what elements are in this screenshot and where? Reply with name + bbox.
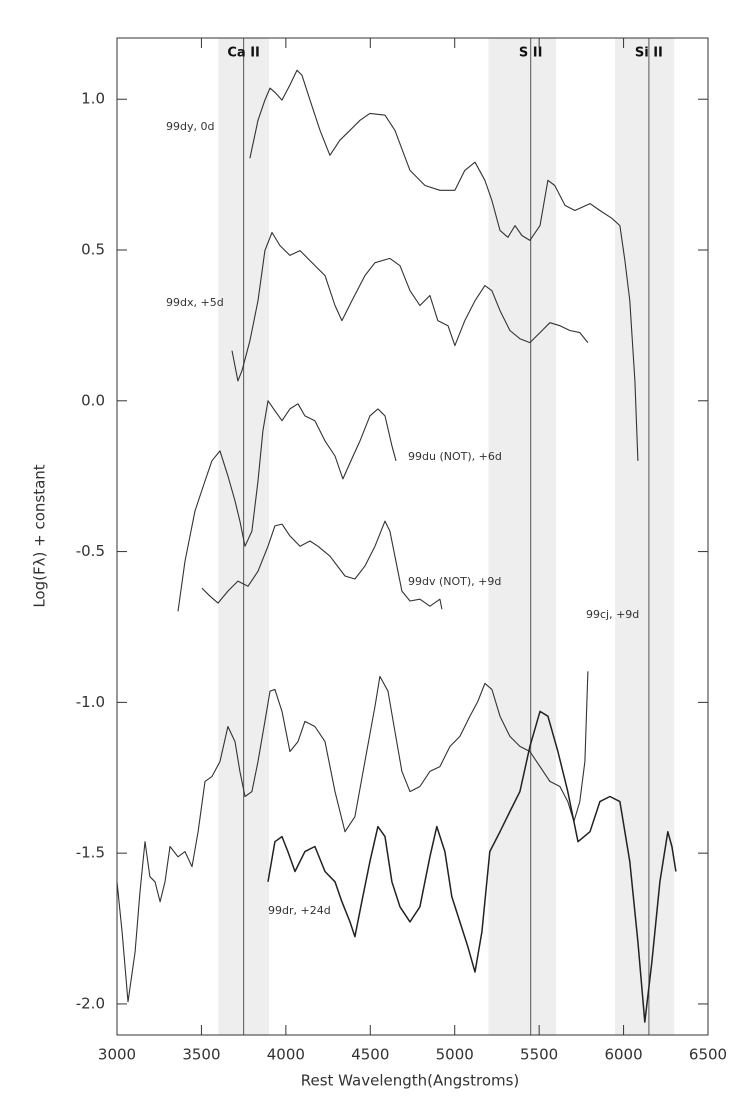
x-tick-label: 5000 xyxy=(436,1046,474,1064)
spectrum-line xyxy=(249,69,639,461)
series-label: 99dr, +24d xyxy=(268,904,331,917)
band xyxy=(615,38,675,1035)
spectrum-line xyxy=(116,671,589,1003)
band-label: S II xyxy=(519,46,543,61)
x-tick-label: 6500 xyxy=(689,1046,727,1064)
y-tick-label: -2.0 xyxy=(76,994,105,1012)
spectrum-line xyxy=(267,710,677,1023)
y-tick-label: 1.0 xyxy=(81,90,105,108)
x-tick-label: 4500 xyxy=(351,1046,389,1064)
band xyxy=(488,38,557,1035)
x-tick-label: 3000 xyxy=(98,1046,136,1064)
x-axis-label: Rest Wavelength(Angstroms) xyxy=(301,1072,520,1090)
plot-frame xyxy=(116,37,709,1036)
x-tick-label: 6000 xyxy=(604,1046,642,1064)
x-tick-label: 5500 xyxy=(520,1046,558,1064)
series-label: 99dx, +5d xyxy=(166,296,224,309)
x-tick-label: 3500 xyxy=(182,1046,220,1064)
spectrum-line xyxy=(231,231,589,382)
series-label: 99du (NOT), +6d xyxy=(408,450,502,463)
spectrum-line xyxy=(201,520,443,610)
spectrum-line xyxy=(177,400,397,612)
y-tick-label: 0.5 xyxy=(81,241,105,259)
x-tick-label: 4000 xyxy=(267,1046,305,1064)
band-label: Si II xyxy=(635,46,663,61)
y-axis-label: Log(Fλ) + constant xyxy=(31,464,49,607)
band-label: Ca II xyxy=(227,46,260,61)
y-tick-label: -1.5 xyxy=(76,844,105,862)
series-label: 99dv (NOT), +9d xyxy=(408,575,501,588)
y-tick-label: 0.0 xyxy=(81,391,105,409)
y-tick-label: -1.0 xyxy=(76,693,105,711)
series-label: 99dy, 0d xyxy=(166,120,214,133)
series-label: 99cj, +9d xyxy=(586,608,639,621)
y-tick-label: -0.5 xyxy=(76,542,105,560)
